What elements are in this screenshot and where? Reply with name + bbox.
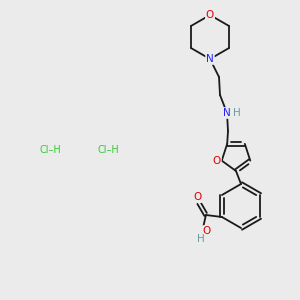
Text: O: O: [213, 156, 221, 166]
Text: N: N: [206, 54, 214, 64]
Text: Cl–H: Cl–H: [97, 145, 119, 155]
Text: O: O: [203, 226, 211, 236]
Text: O: O: [206, 10, 214, 20]
Text: Cl–H: Cl–H: [39, 145, 61, 155]
Text: H: H: [197, 234, 205, 244]
Text: H: H: [233, 108, 241, 118]
Text: N: N: [223, 108, 231, 118]
Text: O: O: [194, 192, 202, 202]
